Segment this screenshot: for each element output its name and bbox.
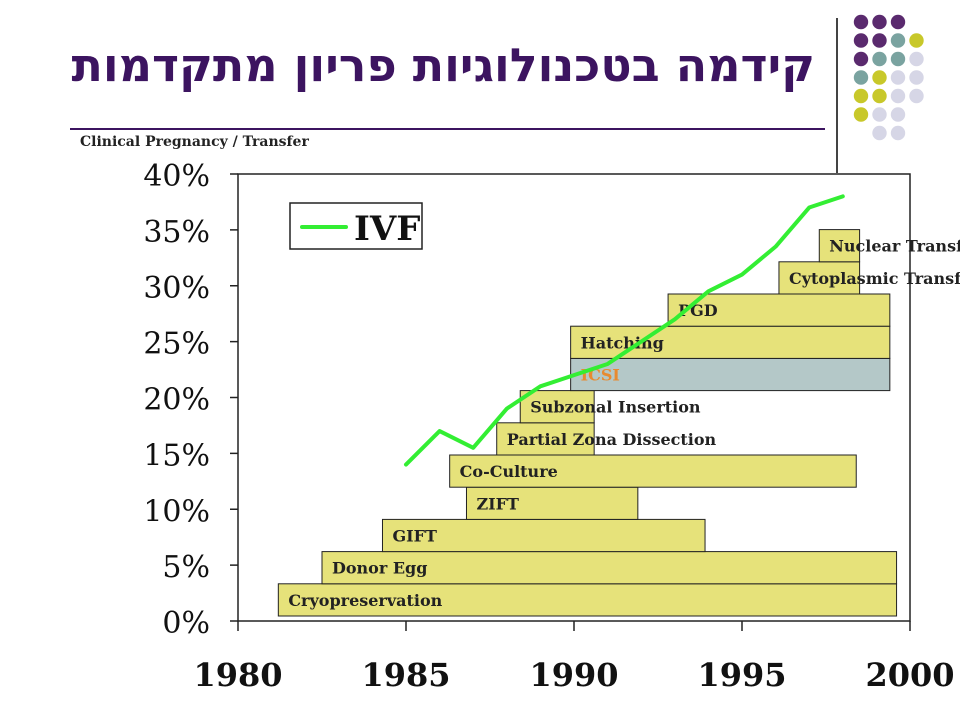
technology-bar: Subzonal Insertion (519, 390, 701, 424)
y-tick-label: 25% (143, 327, 210, 362)
decor-dot (909, 51, 924, 67)
technology-bar-rect (818, 229, 861, 263)
decor-dot (853, 51, 869, 67)
decor-dot (890, 51, 906, 67)
decor-dot (909, 70, 924, 85)
technology-bar: Cryopreservation (277, 583, 898, 617)
technology-bar: Partial Zona Dissection (496, 422, 717, 456)
technology-bar-label: Cytoplasmic Transfer (789, 269, 960, 288)
x-tick-label: 1980 (193, 656, 282, 694)
ivf-series-line (404, 194, 845, 467)
x-tick-label: 1995 (697, 656, 786, 694)
x-tick-label: 1985 (361, 656, 450, 694)
technology-bar-label: GIFT (392, 527, 437, 546)
y-tick-label: 0% (162, 606, 210, 641)
technology-bar: Co-Culture (449, 454, 857, 488)
technology-bar-rect (321, 551, 898, 585)
decor-dot (872, 70, 887, 85)
y-tick-label: 30% (143, 271, 210, 306)
technology-bar: GIFT (381, 518, 706, 553)
decor-dot (853, 88, 869, 104)
y-tick-label: 10% (143, 494, 210, 529)
title-vertical-rule (836, 18, 838, 173)
technology-bar-rect (277, 583, 898, 617)
y-tick-label: 20% (143, 383, 210, 418)
decor-dot (872, 33, 887, 48)
decor-dot (890, 88, 906, 104)
decorative-dot-grid (853, 14, 924, 141)
decor-dot (853, 107, 869, 122)
decor-dot (853, 33, 869, 48)
technology-bar: ZIFT (465, 486, 639, 520)
technology-bar-label: Co-Culture (460, 462, 558, 481)
technology-bar: Hatching (570, 325, 891, 359)
slide-title: קידמה בטכנולוגיות פריון מתקדמות (71, 38, 815, 92)
decor-dot (872, 51, 887, 67)
technology-bar-label: Cryopreservation (288, 591, 442, 610)
decor-dot (909, 33, 924, 48)
title-horizontal-rule (70, 128, 825, 130)
technology-bar-label: Nuclear Transfer (829, 237, 960, 256)
decor-dot (890, 14, 906, 30)
technology-bar: Donor Egg (321, 551, 898, 585)
technology-bar-label: Subzonal Insertion (530, 398, 701, 417)
y-tick-label: 35% (143, 215, 210, 250)
y-tick-label: 5% (162, 550, 210, 585)
technology-bar-label: ZIFT (476, 494, 519, 513)
technology-bar: Nuclear Transfer (818, 229, 960, 263)
technology-bar: PGD (667, 293, 891, 327)
decor-dot (872, 14, 887, 30)
technology-bar: ICSI (570, 357, 891, 392)
decor-dot (890, 125, 906, 141)
y-tick-label: 15% (143, 438, 210, 473)
decor-dot (890, 33, 906, 48)
technology-bar-rect (381, 518, 706, 553)
technology-bar-rect (667, 293, 891, 327)
legend-label: IVF (354, 209, 420, 249)
technology-bar-label: Partial Zona Dissection (507, 430, 717, 449)
technology-bar-rect (465, 486, 639, 520)
decor-dot (872, 107, 887, 122)
decor-dot (853, 14, 869, 30)
technology-bar-rect (496, 422, 595, 456)
decor-dot (890, 70, 906, 85)
decor-dot (890, 107, 906, 122)
decor-dot (853, 70, 869, 85)
technology-bar-rect (519, 390, 595, 424)
decor-dot (872, 88, 887, 104)
chart-y-axis-label: Clinical Pregnancy / Transfer (80, 134, 309, 150)
technology-bar-rect (570, 357, 891, 392)
x-tick-label: 1990 (529, 656, 618, 694)
decor-dot (909, 88, 924, 104)
technology-bar-rect (778, 261, 861, 295)
x-tick-label: 2000 (865, 656, 954, 694)
y-tick-label: 40% (143, 159, 210, 194)
decor-dot (872, 125, 887, 141)
technology-bar-label: Donor Egg (332, 559, 427, 578)
technology-bar-rect (449, 454, 857, 488)
technology-bar: Cytoplasmic Transfer (778, 261, 960, 295)
